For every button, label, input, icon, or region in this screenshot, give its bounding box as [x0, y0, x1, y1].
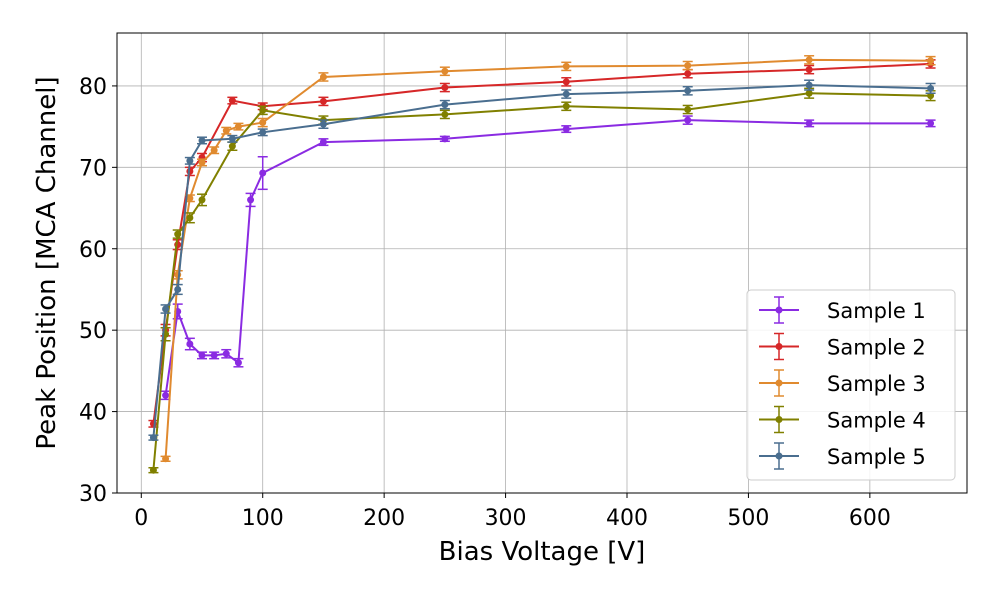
y-axis-label: Peak Position [MCA Channel]	[32, 76, 62, 449]
data-point	[149, 434, 157, 442]
data-point	[186, 340, 194, 348]
legend-label: Sample 4	[827, 409, 926, 433]
data-point	[684, 70, 692, 78]
data-point	[259, 169, 267, 177]
legend-label: Sample 2	[827, 336, 926, 360]
data-point	[562, 78, 570, 86]
data-point	[805, 89, 813, 97]
data-point	[441, 101, 449, 109]
x-tick-label: 200	[363, 506, 405, 531]
data-point	[441, 67, 449, 75]
data-point	[259, 106, 267, 114]
data-point	[162, 455, 170, 463]
x-tick-label: 100	[242, 506, 284, 531]
data-point	[228, 142, 236, 150]
data-point	[562, 102, 570, 110]
legend-label: Sample 3	[827, 372, 926, 396]
data-point	[198, 196, 206, 204]
data-point	[441, 84, 449, 92]
y-tick-label: 70	[79, 156, 107, 181]
data-point	[198, 351, 206, 359]
x-tick-label: 0	[134, 506, 148, 531]
data-point	[319, 120, 327, 128]
data-point	[805, 66, 813, 74]
data-point	[441, 110, 449, 118]
legend-marker	[775, 452, 783, 460]
data-point	[162, 305, 170, 313]
data-point	[684, 106, 692, 114]
legend-marker	[775, 343, 783, 350]
data-point	[259, 119, 267, 127]
y-axis-ticks: 30 40 50 60 70 80	[79, 75, 117, 507]
data-point	[186, 214, 194, 222]
data-point	[259, 128, 267, 136]
legend-marker	[775, 416, 783, 423]
y-tick-label: 60	[79, 238, 107, 263]
legend-entry: Sample 2	[759, 332, 926, 361]
data-point	[198, 136, 206, 144]
data-point	[228, 135, 236, 143]
data-point	[319, 73, 327, 81]
data-point	[247, 196, 255, 204]
data-point	[198, 158, 206, 166]
legend-entry: Sample 1	[759, 296, 926, 324]
x-tick-label: 600	[849, 506, 891, 531]
data-point	[562, 90, 570, 98]
data-point	[210, 351, 218, 359]
data-point	[222, 350, 230, 358]
data-point	[562, 125, 570, 133]
data-point	[319, 97, 327, 105]
data-point	[684, 62, 692, 70]
series-5	[148, 79, 936, 442]
data-point	[174, 285, 182, 293]
data-point	[149, 466, 157, 474]
y-tick-label: 40	[79, 401, 107, 426]
legend-entry: Sample 5	[759, 442, 926, 470]
legend-label: Sample 1	[827, 299, 926, 323]
data-point	[234, 123, 242, 131]
data-point	[234, 359, 242, 367]
series-1	[160, 115, 936, 401]
data-point	[228, 97, 236, 105]
y-tick-label: 50	[79, 319, 107, 344]
legend: Sample 1 Sample 2 Sample 3 Sample 4 Sample 5	[746, 289, 956, 481]
data-point	[805, 56, 813, 64]
data-point	[805, 81, 813, 89]
data-point	[684, 116, 692, 124]
data-point	[186, 157, 194, 165]
x-tick-label: 500	[727, 506, 769, 531]
legend-entry: Sample 3	[759, 369, 926, 397]
legend-marker	[775, 306, 783, 314]
data-point	[210, 146, 218, 154]
data-point	[186, 194, 194, 202]
x-tick-label: 400	[606, 506, 648, 531]
series-layer	[148, 55, 936, 474]
x-tick-label: 300	[485, 506, 527, 531]
data-point	[805, 119, 813, 127]
legend-entry: Sample 4	[759, 405, 926, 434]
data-point	[441, 135, 449, 143]
plot-frame	[116, 32, 968, 494]
x-axis-ticks: 0 100 200 300 400 500 600	[134, 493, 891, 531]
legend-marker	[775, 379, 783, 387]
data-point	[562, 62, 570, 70]
data-point	[927, 57, 935, 65]
data-point	[319, 138, 327, 146]
data-point	[174, 230, 182, 238]
legend-label: Sample 5	[827, 445, 926, 469]
data-point	[684, 87, 692, 95]
legend-box	[746, 289, 956, 481]
y-tick-label: 30	[79, 482, 107, 507]
data-point	[927, 84, 935, 92]
x-axis-label: Bias Voltage [V]	[439, 537, 646, 567]
data-point	[222, 127, 230, 135]
data-point	[927, 119, 935, 127]
y-tick-label: 80	[79, 75, 107, 100]
data-point	[162, 391, 170, 399]
